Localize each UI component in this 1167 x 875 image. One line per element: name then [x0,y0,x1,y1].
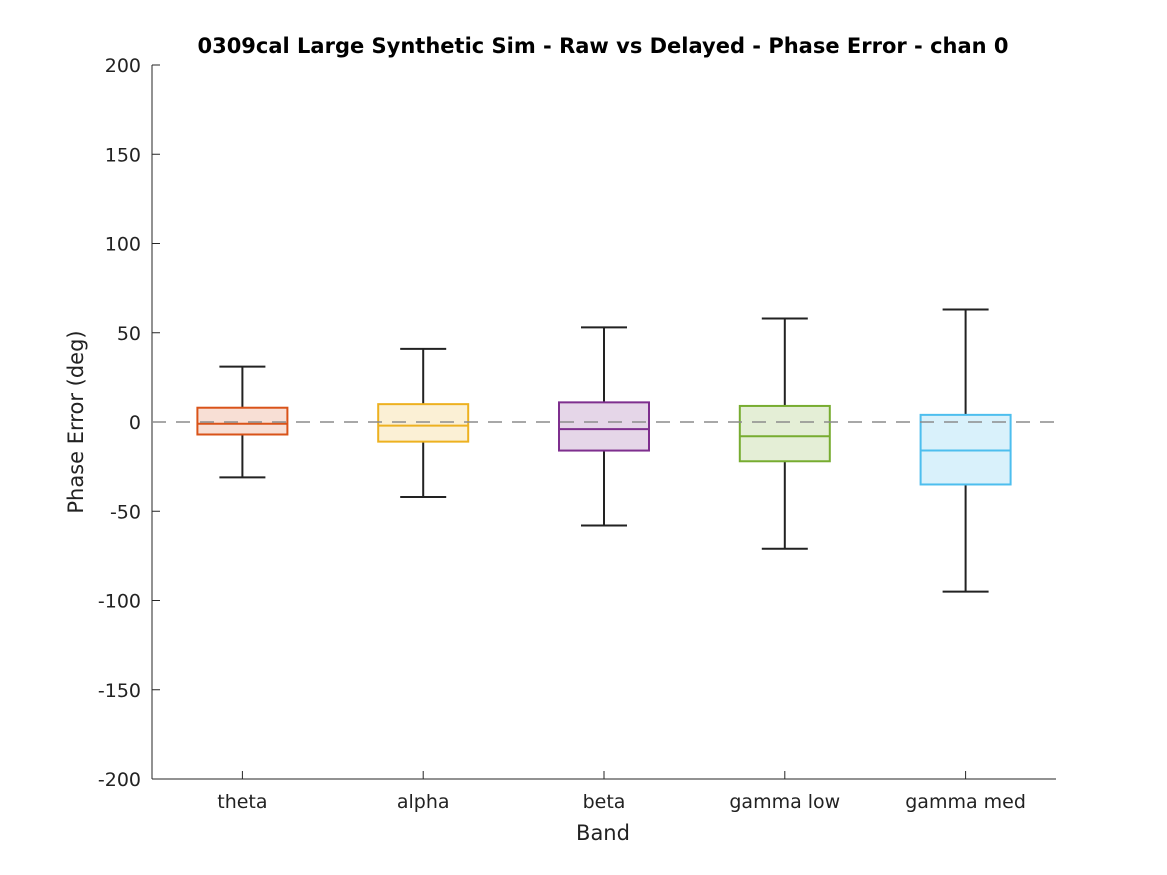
y-tick-label: 0 [129,412,141,434]
y-tick-label: -100 [98,591,141,613]
x-tick-label: alpha [397,791,450,813]
plot-area: 200 150 100 50 0 -50 -100 -150 -200 theta alpha bet… [98,55,1056,813]
y-tick-label: 150 [105,144,141,166]
box-gamma-low [738,404,831,463]
y-tick-label: 50 [117,323,141,345]
y-tick-label: -150 [98,680,141,702]
y-tick-label: 100 [105,234,141,256]
x-tick-label: gamma med [905,791,1026,813]
box-theta [196,406,289,436]
y-tick-label: 200 [105,55,141,77]
y-tick-label: -200 [98,769,141,791]
chart-title: 0309cal Large Synthetic Sim - Raw vs Del… [197,34,1008,58]
x-tick-label: beta [583,791,626,813]
x-tick-label: gamma low [729,791,840,813]
x-tick-label: theta [217,791,267,813]
box-alpha [377,403,470,443]
y-axis-label: Phase Error (deg) [64,330,88,513]
box-beta [558,401,650,452]
y-tick-label: -50 [110,501,141,523]
x-axis-label: Band [576,821,630,845]
